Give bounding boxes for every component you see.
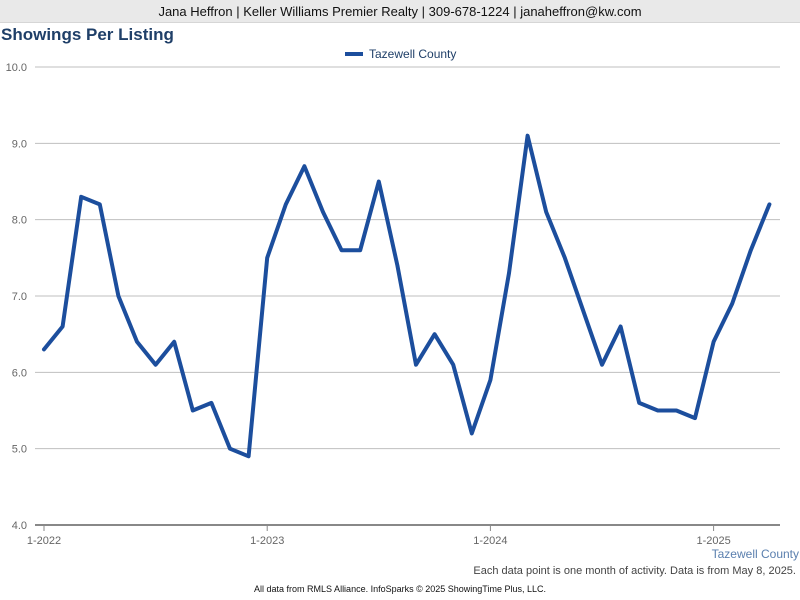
y-tick-label: 9.0 bbox=[12, 138, 27, 150]
chart-title: Showings Per Listing bbox=[1, 25, 174, 44]
x-tick-label: 1-2024 bbox=[473, 535, 507, 547]
legend-line-swatch bbox=[345, 52, 363, 56]
y-tick-label: 5.0 bbox=[12, 444, 27, 456]
x-tick-label: 1-2023 bbox=[250, 535, 284, 547]
x-tick-label: 1-2022 bbox=[27, 535, 61, 547]
y-tick-label: 4.0 bbox=[12, 520, 27, 532]
y-tick-label: 7.0 bbox=[12, 291, 27, 303]
chart-legend[interactable]: Tazewell County bbox=[345, 46, 456, 62]
series-footer-label: Tazewell County bbox=[711, 547, 799, 561]
y-tick-label: 6.0 bbox=[12, 367, 27, 379]
y-tick-label: 8.0 bbox=[12, 215, 27, 227]
x-tick-label: 1-2025 bbox=[696, 535, 730, 547]
data-note: Each data point is one month of activity… bbox=[473, 565, 796, 577]
source-footer: All data from RMLS Alliance. InfoSparks … bbox=[254, 584, 546, 594]
series-line-tazewell-county bbox=[42, 133, 772, 459]
agent-contact-banner: Jana Heffron | Keller Williams Premier R… bbox=[0, 0, 800, 23]
legend-series-name: Tazewell County bbox=[369, 47, 457, 61]
y-tick-label: 10.0 bbox=[6, 62, 27, 74]
